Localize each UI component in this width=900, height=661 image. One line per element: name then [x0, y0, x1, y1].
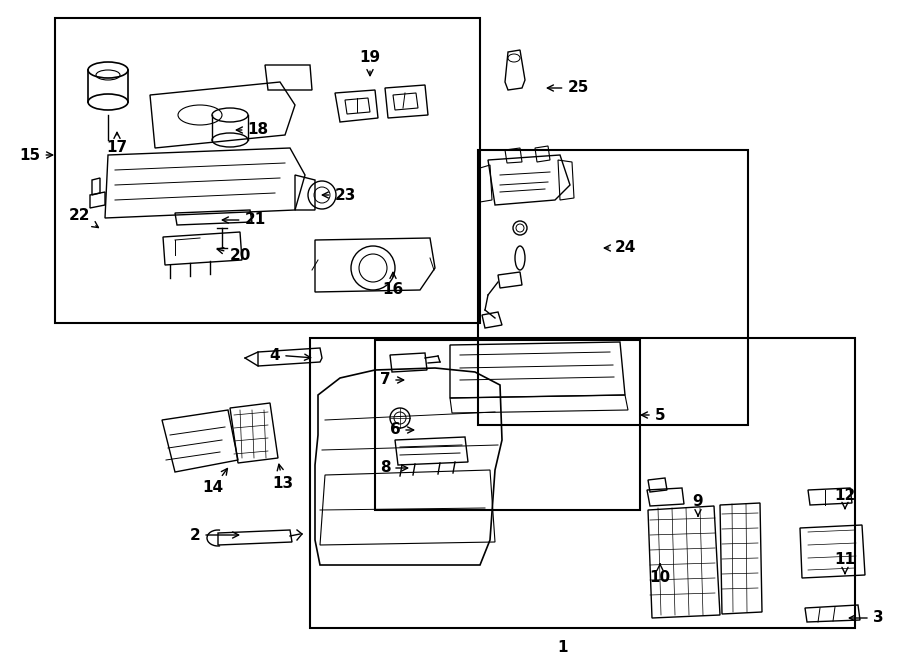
Text: 20: 20	[217, 247, 251, 262]
Text: 24: 24	[604, 241, 635, 256]
Text: 21: 21	[222, 212, 266, 227]
Text: 5: 5	[642, 407, 665, 422]
Text: 23: 23	[322, 188, 356, 202]
Text: 14: 14	[202, 469, 228, 496]
Text: 8: 8	[380, 461, 408, 475]
Text: 17: 17	[106, 132, 128, 155]
Text: 6: 6	[390, 422, 414, 438]
Text: 13: 13	[273, 464, 293, 490]
Text: 3: 3	[850, 611, 883, 625]
Text: 16: 16	[382, 272, 403, 297]
Bar	[478, 150, 748, 425]
Bar	[310, 338, 855, 628]
Text: 22: 22	[69, 208, 98, 227]
Text: 7: 7	[380, 373, 404, 387]
Bar	[55, 18, 480, 323]
Text: 10: 10	[650, 564, 670, 586]
Text: 11: 11	[834, 553, 856, 574]
Text: 15: 15	[20, 147, 53, 163]
Text: 25: 25	[547, 81, 589, 95]
Text: 9: 9	[693, 494, 703, 516]
Text: 1: 1	[558, 641, 568, 656]
Text: 2: 2	[190, 527, 239, 543]
Text: 19: 19	[359, 50, 381, 75]
Text: 18: 18	[237, 122, 268, 137]
Bar	[375, 340, 640, 510]
Text: 4: 4	[270, 348, 310, 362]
Text: 12: 12	[834, 488, 856, 509]
